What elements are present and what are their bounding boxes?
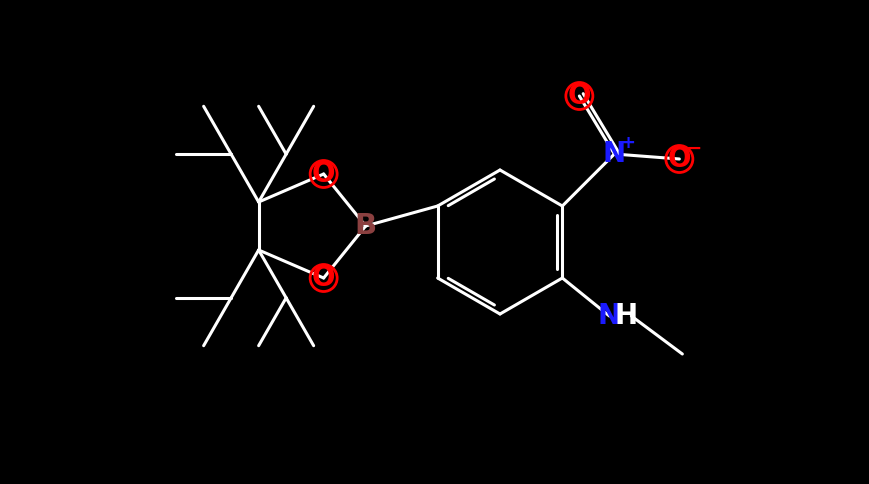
Text: O: O	[312, 160, 335, 188]
Text: O: O	[567, 82, 590, 110]
Text: N: N	[602, 140, 625, 168]
Text: N: N	[597, 302, 620, 330]
Text: +: +	[619, 134, 634, 152]
Text: O: O	[312, 264, 335, 292]
Text: O: O	[667, 145, 690, 173]
Text: B: B	[355, 212, 376, 240]
Text: −: −	[686, 138, 702, 157]
Text: H: H	[614, 302, 637, 330]
